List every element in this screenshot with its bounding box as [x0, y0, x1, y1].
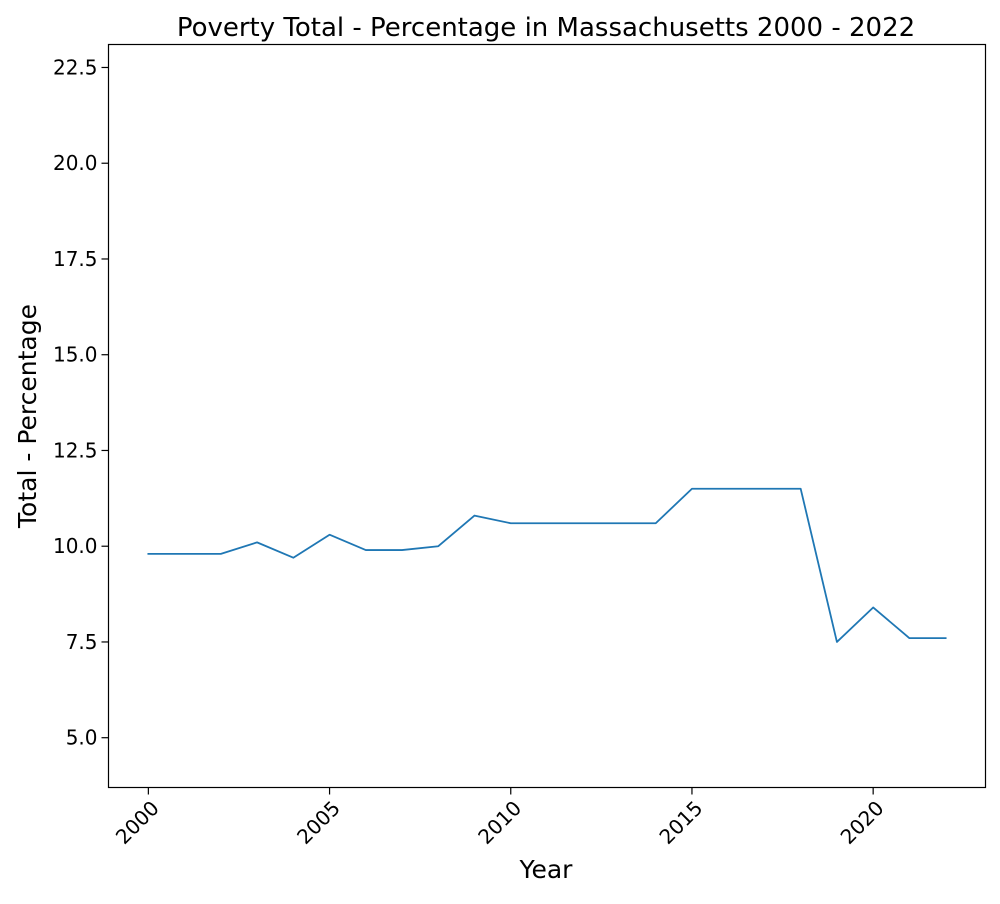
y-tick-label: 22.5: [53, 55, 98, 79]
data-point: [582, 522, 584, 524]
data-point: [908, 637, 910, 639]
data-point: [872, 607, 874, 609]
series-line: [147, 487, 947, 643]
y-tick-label: 5.0: [66, 726, 98, 750]
y-tick-label: 20.0: [53, 151, 98, 175]
data-point: [800, 488, 802, 490]
y-tick-label: 7.5: [66, 630, 98, 654]
data-point: [437, 545, 439, 547]
y-axis-label: Total - Percentage: [13, 304, 42, 529]
data-point: [764, 488, 766, 490]
data-point: [292, 557, 294, 559]
y-tick-label: 10.0: [53, 534, 98, 558]
data-point: [256, 541, 258, 543]
data-point: [836, 641, 838, 643]
data-point: [474, 515, 476, 517]
data-point: [401, 549, 403, 551]
data-point: [945, 637, 947, 639]
data-point: [619, 522, 621, 524]
data-point: [365, 549, 367, 551]
data-point: [546, 522, 548, 524]
y-tick-label: 12.5: [53, 438, 98, 462]
y-tick-label: 17.5: [53, 247, 98, 271]
x-axis-label: Year: [519, 855, 574, 884]
data-point: [329, 534, 331, 536]
series-layer: [147, 487, 947, 643]
data-point: [184, 553, 186, 555]
data-point: [727, 488, 729, 490]
y-axis-ticks: 5.0 7.5 10.0 12.5 15.0 17.5 20.0 22.5: [53, 55, 109, 750]
chart-title: Poverty Total - Percentage in Massachuse…: [177, 13, 915, 43]
data-point: [147, 553, 149, 555]
data-point: [655, 522, 657, 524]
data-point: [510, 522, 512, 524]
y-tick-label: 15.0: [53, 343, 98, 367]
data-point: [220, 553, 222, 555]
data-point: [691, 488, 693, 490]
plot-frame: [107, 43, 987, 789]
